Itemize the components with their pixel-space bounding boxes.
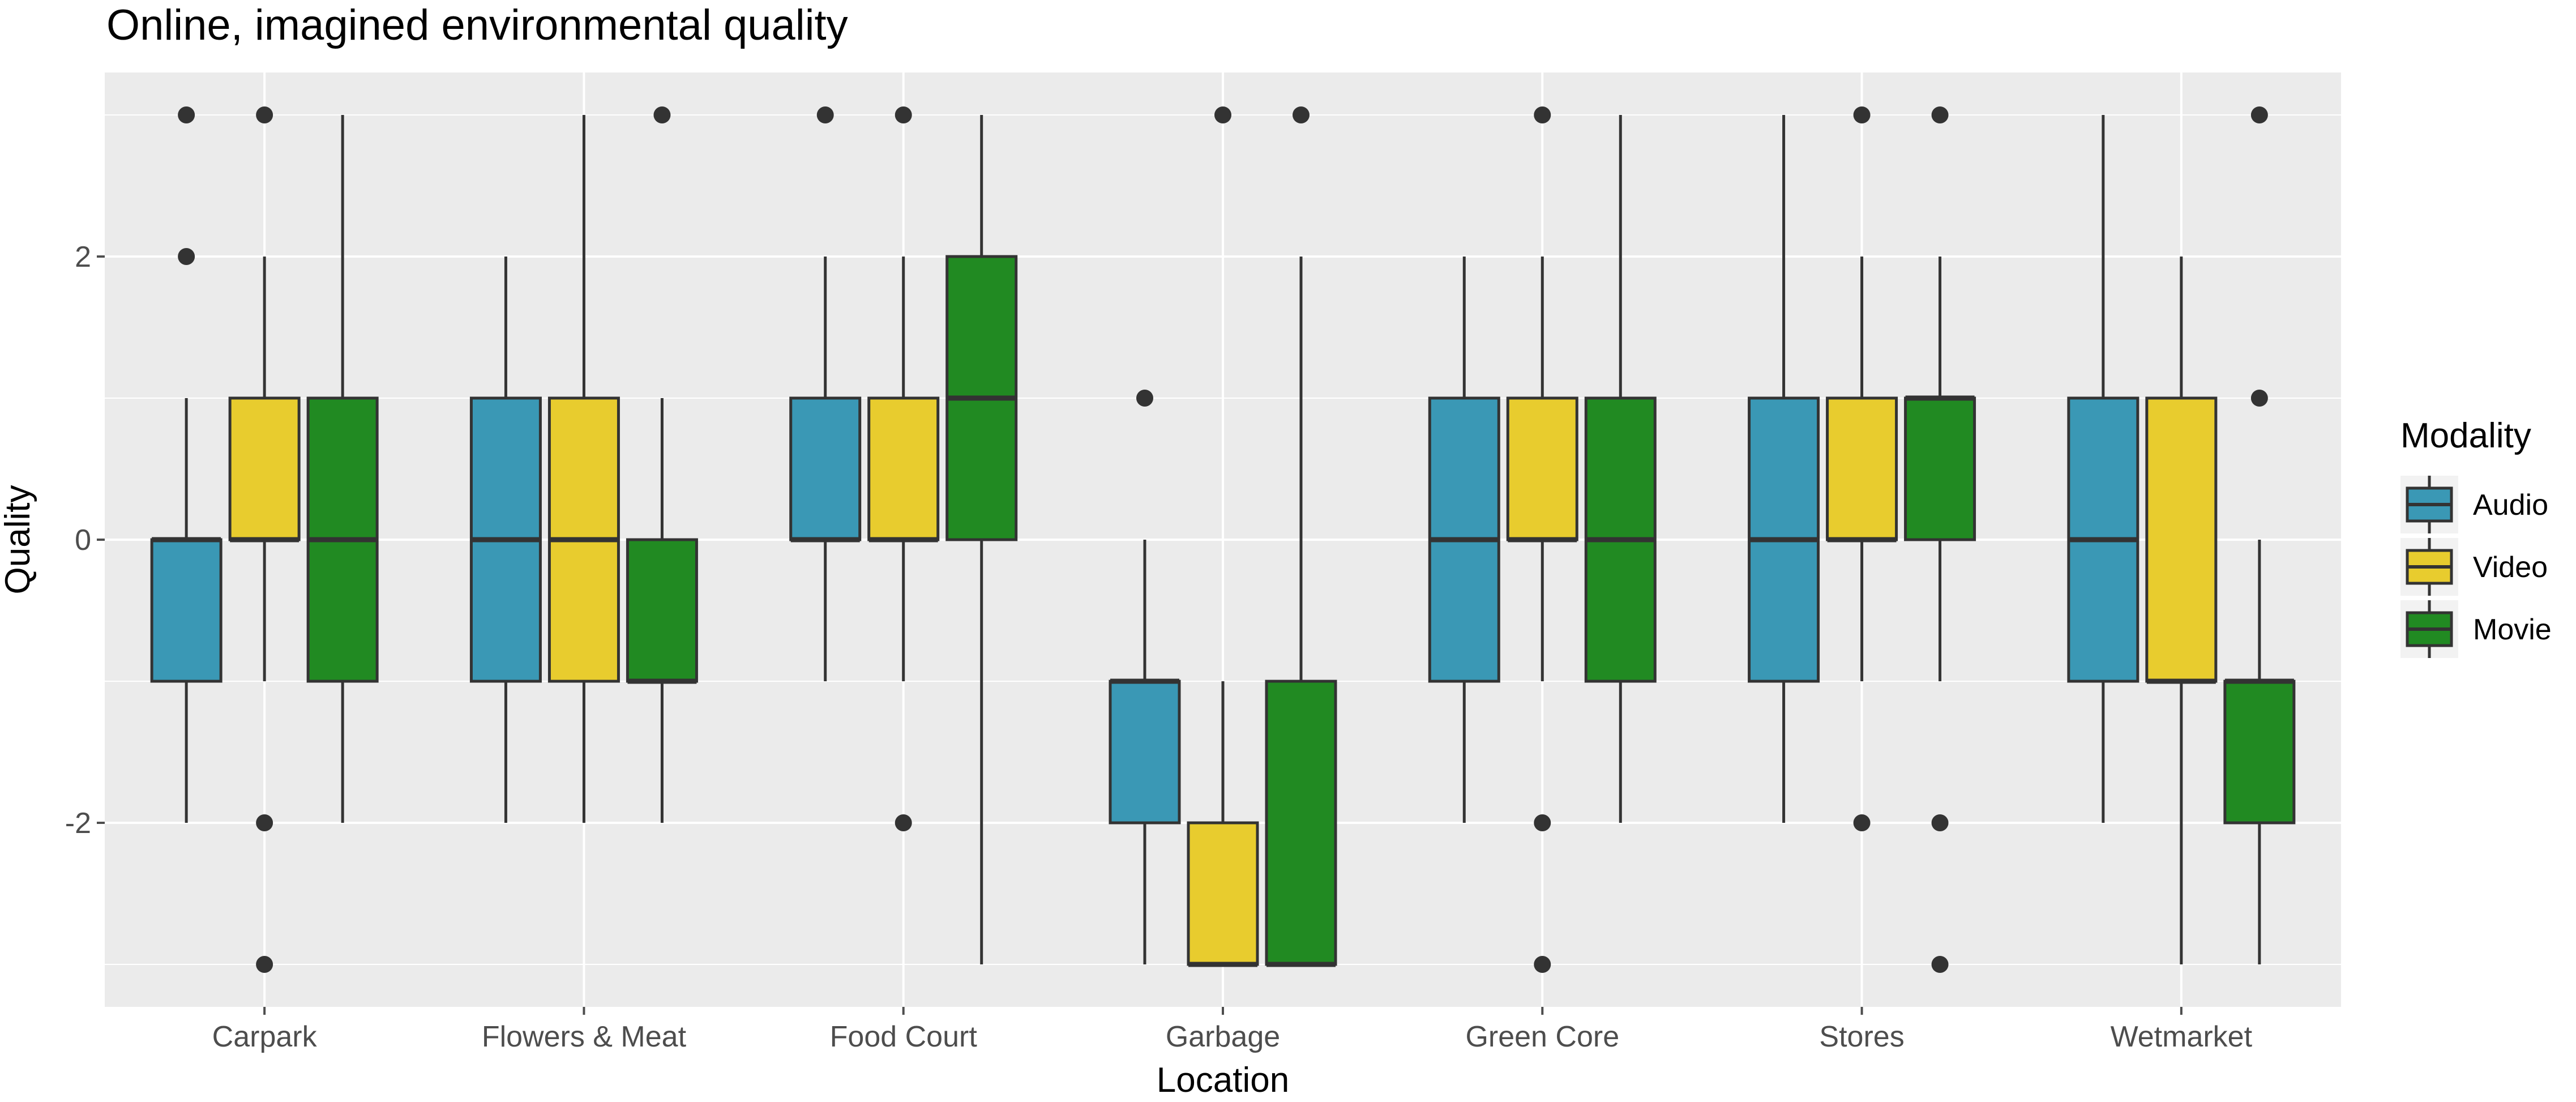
outlier-point — [1853, 814, 1871, 831]
chart-title: Online, imagined environmental quality — [106, 1, 848, 49]
box-audio — [469, 257, 542, 823]
y-axis-title: Quality — [0, 485, 37, 595]
box-audio — [1748, 115, 1820, 823]
x-tick-label: Wetmarket — [2111, 1020, 2253, 1053]
box-movie — [626, 106, 698, 823]
legend-label: Audio — [2473, 489, 2548, 522]
box-body — [1506, 396, 1578, 541]
y-tick-label: 0 — [75, 524, 91, 557]
outlier-point — [895, 814, 912, 831]
legend-label: Movie — [2473, 613, 2552, 646]
x-tick-label: Food Court — [830, 1020, 978, 1053]
box-audio — [1109, 390, 1181, 964]
x-tick-label: Garbage — [1166, 1020, 1280, 1053]
outlier-point — [1534, 814, 1551, 831]
x-tick-label: Stores — [1819, 1020, 1904, 1053]
box-body — [150, 538, 222, 683]
box-body — [2223, 680, 2296, 825]
box-movie — [1584, 115, 1657, 823]
box-movie — [306, 115, 379, 823]
box-video — [1187, 106, 1259, 967]
box-movie — [945, 115, 1018, 964]
outlier-point — [1931, 106, 1949, 123]
outlier-point — [653, 106, 671, 123]
box-body — [1187, 821, 1259, 966]
box-video — [1826, 106, 1898, 831]
box-video — [228, 106, 301, 973]
box-movie — [1904, 106, 1976, 973]
legend-item-video: Video — [2400, 538, 2548, 596]
legend-title: Modality — [2400, 416, 2531, 455]
box-movie — [1265, 106, 1337, 967]
outlier-point — [1534, 956, 1551, 973]
x-axis-title: Location — [1157, 1061, 1289, 1100]
outlier-point — [256, 106, 273, 123]
outlier-point — [1214, 106, 1231, 123]
legend: Modality Audio Video Movie — [2400, 416, 2552, 658]
box-body — [1826, 396, 1898, 541]
box-body — [228, 396, 301, 541]
outlier-point — [2250, 106, 2268, 123]
outlier-point — [1293, 106, 1310, 123]
legend-item-movie: Movie — [2400, 600, 2552, 658]
x-tick-label: Green Core — [1465, 1020, 1619, 1053]
axes: -2 0 2 Carpark Flowers & Meat Food Court Garba… — [65, 241, 2253, 1053]
box-video — [1506, 106, 1578, 973]
x-tick-label: Flowers & Meat — [482, 1020, 687, 1053]
box-video — [2145, 257, 2218, 964]
outlier-point — [895, 106, 912, 123]
outlier-point — [2250, 390, 2268, 407]
outlier-point — [178, 106, 195, 123]
box-video — [547, 115, 620, 823]
box-video — [867, 106, 940, 831]
box-audio — [1428, 257, 1500, 823]
box-body — [1265, 680, 1337, 966]
outlier-point — [1931, 814, 1949, 831]
outlier-point — [1853, 106, 1871, 123]
y-tick-label: 2 — [75, 241, 91, 274]
box-movie — [2223, 106, 2296, 964]
legend-label: Video — [2473, 551, 2548, 584]
box-audio — [2067, 115, 2139, 823]
legend-item-audio: Audio — [2400, 476, 2548, 533]
box-body — [867, 396, 940, 541]
y-tick-label: -2 — [65, 807, 91, 840]
outlier-point — [256, 814, 273, 831]
box-body — [2145, 396, 2218, 683]
outlier-point — [178, 248, 195, 265]
box-audio — [150, 106, 222, 823]
box-audio — [789, 106, 862, 681]
box-body — [789, 396, 862, 541]
outlier-point — [1931, 956, 1949, 973]
outlier-point — [1136, 390, 1153, 407]
box-body — [626, 538, 698, 683]
boxes — [150, 106, 2296, 973]
outlier-point — [816, 106, 834, 123]
box-body — [1109, 680, 1181, 825]
x-tick-label: Carpark — [212, 1020, 318, 1053]
outlier-point — [256, 956, 273, 973]
box-body — [1904, 396, 1976, 541]
outlier-point — [1534, 106, 1551, 123]
